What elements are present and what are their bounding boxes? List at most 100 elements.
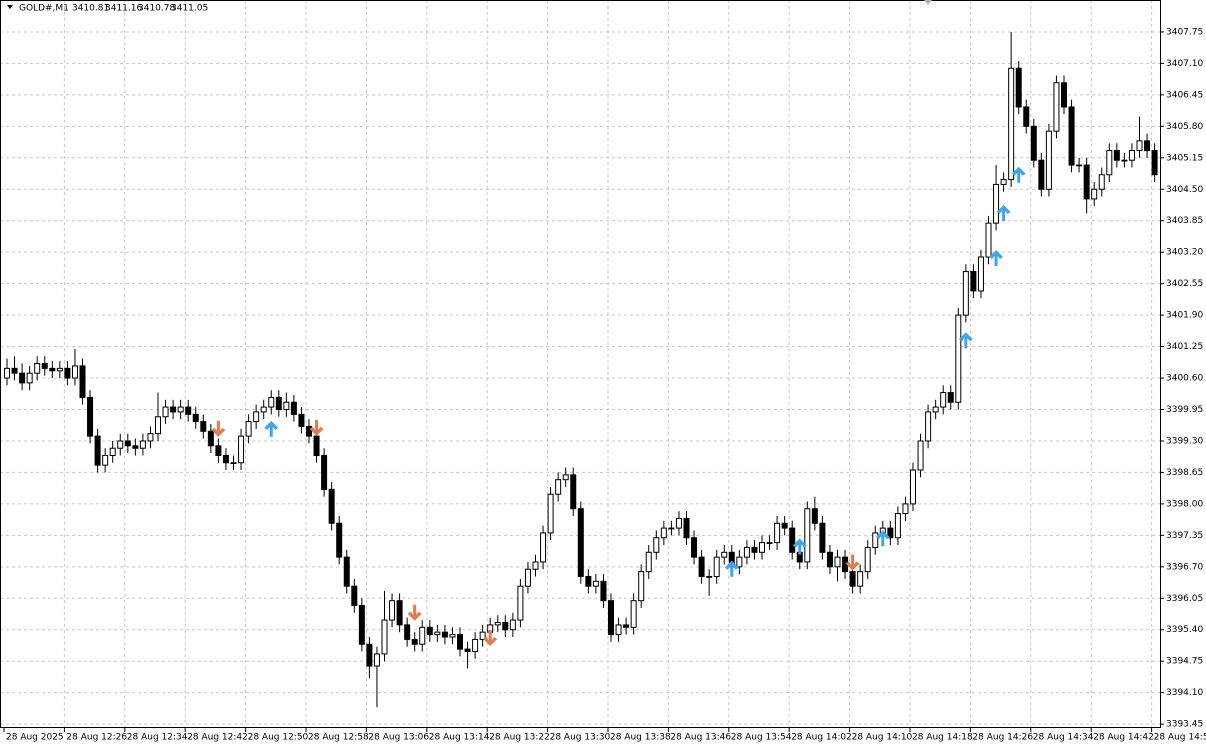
signal-down-arrow: [407, 604, 422, 621]
candle-body: [245, 421, 252, 437]
candle-body: [638, 571, 645, 602]
candle-body: [185, 406, 192, 415]
candle-body: [56, 367, 63, 372]
candle-body: [230, 462, 237, 465]
candle-body: [132, 445, 139, 449]
candle-body: [653, 537, 660, 553]
signal-up-arrow: [792, 538, 807, 555]
candle-body: [970, 271, 977, 292]
x-tick-label: 28 Aug 12:58: [308, 733, 369, 743]
candle-body: [396, 600, 403, 626]
candle-body: [1128, 150, 1135, 161]
candle-body: [381, 619, 388, 655]
candle-body: [117, 440, 124, 449]
candle-body: [925, 411, 932, 442]
candle-body: [79, 365, 86, 398]
candle-body: [343, 556, 350, 587]
candles: [4, 31, 1158, 708]
y-tick-label: 3398.65: [1166, 468, 1203, 478]
candle-body: [1151, 150, 1158, 176]
x-tick-label: 28 Aug 14:02: [791, 733, 852, 743]
candle-body: [1136, 140, 1143, 152]
candle-body: [253, 411, 260, 423]
x-tick-label: 28 Aug 14:50: [1154, 733, 1206, 743]
signal-up-arrow: [1011, 166, 1026, 183]
candle-body: [177, 406, 184, 413]
candle-body: [71, 365, 78, 379]
candle-body: [993, 183, 1000, 224]
x-tick-label: 28 Aug 14:42: [1093, 733, 1154, 743]
candle-body: [932, 406, 939, 413]
candle-body: [207, 430, 214, 447]
candle-body: [774, 522, 781, 544]
candle-body: [1000, 179, 1007, 185]
x-tick-label: 28 Aug 14:34: [1033, 733, 1094, 743]
candle-body: [721, 551, 728, 558]
signal-up-arrow: [264, 420, 279, 437]
candle-body: [713, 556, 720, 577]
y-tick-label: 3404.50: [1166, 185, 1203, 195]
x-tick-label: 28 Aug 13:22: [489, 733, 550, 743]
candle-body: [940, 392, 947, 408]
y-tick-label: 3399.30: [1166, 436, 1203, 446]
candle-body: [494, 621, 501, 626]
candle-body: [328, 488, 335, 524]
x-tick-label: 28 Aug 2025: [6, 733, 64, 743]
x-tick-label: 28 Aug 12:42: [187, 733, 248, 743]
candle-body: [1045, 130, 1052, 190]
candle-body: [547, 493, 554, 534]
candle-body: [577, 508, 584, 577]
candle-body: [215, 445, 222, 456]
plot-frame: [0, 0, 1161, 728]
candle-body: [887, 527, 894, 539]
y-tick-label: 3397.35: [1166, 531, 1203, 541]
menu-triangle[interactable]: [7, 5, 13, 9]
header-price: 3410.81: [72, 4, 109, 14]
candle-body: [11, 367, 18, 374]
candle-body: [1113, 150, 1120, 161]
candle-body: [706, 575, 713, 578]
candle-body: [358, 605, 365, 645]
signal-up-arrow: [724, 560, 739, 577]
candle-body: [1091, 188, 1098, 200]
candle-body: [736, 556, 743, 568]
candle-body: [977, 256, 984, 292]
signal-down-arrow: [483, 629, 498, 646]
candle-body: [524, 568, 531, 587]
candle-body: [743, 546, 750, 558]
candle-body: [1076, 164, 1083, 167]
candle-body: [268, 396, 275, 408]
candle-body: [41, 363, 48, 369]
candle-body: [804, 508, 811, 563]
candle-body: [321, 454, 328, 490]
candle-body: [608, 600, 614, 636]
candle-body: [457, 634, 463, 650]
candle-body: [555, 479, 562, 495]
candle-body: [26, 372, 33, 384]
candle-body: [260, 406, 267, 413]
candle-body: [441, 631, 448, 638]
candle-body: [570, 474, 577, 510]
candle-body: [834, 556, 841, 568]
candle-body: [124, 440, 131, 447]
candle-body: [1144, 140, 1151, 152]
symbol: GOLD#,M1: [19, 4, 69, 14]
candle-body: [404, 624, 411, 640]
y-tick-label: 3396.70: [1166, 562, 1203, 572]
candle-body: [819, 522, 826, 553]
header-price: 3411.05: [171, 4, 208, 14]
candle-body: [366, 643, 373, 667]
candle-body: [87, 396, 94, 437]
candle-body: [351, 585, 358, 607]
candle-body: [1083, 164, 1090, 200]
candle-body: [102, 454, 109, 466]
candle-body: [34, 363, 41, 374]
candle-body: [4, 367, 10, 379]
candle-body: [200, 421, 207, 432]
candle-body: [811, 508, 818, 524]
candle-body: [910, 469, 916, 505]
signal-up-arrow: [875, 530, 890, 547]
y-tick-label: 3402.55: [1166, 279, 1203, 289]
